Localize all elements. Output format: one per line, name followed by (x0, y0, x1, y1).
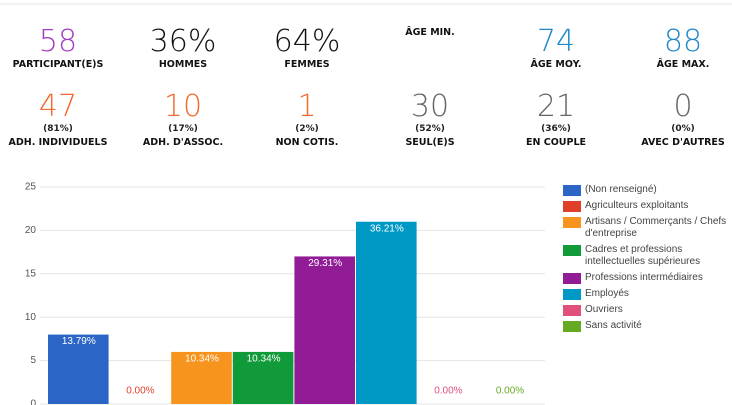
legend-item: Professions intermédiaires (563, 272, 728, 284)
legend-label: Agriculteurs exploitants (585, 200, 689, 211)
bar (48, 334, 109, 404)
legend-swatch (563, 201, 581, 212)
stat-value: 64% (273, 24, 341, 59)
legend-item: Artisans / Commerçants / Chefs d'entrepr… (563, 216, 728, 240)
stat-label: NON COTIS. (275, 137, 339, 148)
stat-label: ADH. D'ASSOC. (142, 137, 224, 148)
legend-swatch (563, 185, 581, 196)
stat: 64% FEMMES (245, 26, 369, 72)
stat-label: FEMMES (284, 59, 330, 70)
stat: 0 (0%) AVEC D'AUTRES (621, 91, 732, 150)
stat-value: 21 (536, 89, 576, 124)
stat: 1 (2%) NON COTIS. (245, 91, 369, 150)
bar (232, 351, 294, 404)
stat: 47 (81%) ADH. INDIVIDUELS (0, 91, 120, 150)
legend-label: Cadres et professions intellectuelles su… (585, 244, 701, 267)
legend-swatch (563, 289, 581, 300)
data-label: 29.31% (308, 258, 342, 269)
stat: 88 ÂGE MAX. (621, 26, 732, 72)
stat-label: ÂGE MOY. (530, 59, 582, 70)
stat-sub: (81%) (43, 124, 73, 134)
stat: 58 PARTICIPANT(E)S (0, 26, 120, 72)
bar (171, 351, 232, 404)
legend: (Non renseigné) Agriculteurs exploitants A… (563, 184, 728, 336)
stat-value: 0 (673, 89, 693, 124)
stat-value: 36% (149, 24, 217, 59)
data-label: 0.00% (496, 386, 524, 397)
legend-item: Employés (563, 288, 728, 300)
legend-swatch (563, 321, 581, 332)
y-tick-label: 25 (25, 182, 37, 193)
legend-label: Ouvriers (585, 304, 623, 315)
stat-label: EN COUPLE (525, 137, 586, 148)
y-tick-label: 0 (30, 399, 36, 405)
y-tick-label: 5 (30, 355, 36, 366)
legend-item: Cadres et professions intellectuelles su… (563, 244, 728, 268)
stat: 30 (52%) SEUL(E)S (368, 91, 492, 150)
stat-label: AVEC D'AUTRES (641, 137, 725, 148)
legend-label: Sans activité (585, 320, 642, 331)
stat-value: 58 (38, 24, 78, 59)
stat-value: 30 (410, 89, 450, 124)
stat: 74 ÂGE MOY. (494, 26, 618, 72)
legend-item: (Non renseigné) (563, 184, 728, 196)
stat: 10 (17%) ADH. D'ASSOC. (121, 91, 245, 150)
legend-label: Professions intermédiaires (585, 272, 703, 283)
data-label: 36.21% (370, 223, 404, 234)
stat-sub: (0%) (671, 124, 695, 134)
stat: 21 (36%) EN COUPLE (494, 91, 618, 150)
legend-label: Artisans / Commerçants / Chefs d'entrepr… (585, 216, 727, 239)
stat-label: ÂGE MAX. (656, 59, 710, 70)
bar (356, 221, 417, 404)
legend-item: Ouvriers (563, 304, 728, 316)
data-label: 10.34% (247, 354, 281, 365)
stat-sub: (17%) (168, 124, 198, 134)
stat-label: SEUL(E)S (405, 137, 455, 148)
legend-label: (Non renseigné) (585, 184, 657, 195)
legend-swatch (563, 217, 581, 228)
y-tick-label: 15 (25, 268, 37, 279)
stat-label: PARTICIPANT(E)S (12, 59, 104, 70)
y-tick-label: 10 (25, 312, 37, 323)
stat-value: 74 (536, 24, 576, 59)
data-label: 0.00% (126, 386, 154, 397)
stat-sub: (2%) (295, 124, 319, 134)
bar (294, 256, 355, 404)
stat-sub: (36%) (541, 124, 571, 134)
stat-label: HOMMES (158, 59, 208, 70)
legend-swatch (563, 245, 581, 256)
stat-value: 1 (297, 89, 317, 124)
stat-value: 47 (38, 89, 78, 124)
stat-label: ADH. INDIVIDUELS (8, 137, 108, 148)
legend-label: Employés (585, 288, 629, 299)
legend-swatch (563, 305, 581, 316)
legend-item: Agriculteurs exploitants (563, 200, 728, 212)
data-label: 13.79% (62, 336, 96, 347)
stat-label: ÂGE MIN. (405, 27, 455, 38)
data-label: 10.34% (185, 354, 219, 365)
stat-sub: (52%) (415, 124, 445, 134)
legend-swatch (563, 273, 581, 284)
stat-value: 88 (663, 24, 703, 59)
legend-item: Sans activité (563, 320, 728, 332)
y-tick-label: 20 (25, 225, 37, 236)
stat-value: 10 (163, 89, 203, 124)
stat: ÂGE MIN. (368, 26, 492, 40)
data-label: 0.00% (434, 386, 462, 397)
stat: 36% HOMMES (121, 26, 245, 72)
